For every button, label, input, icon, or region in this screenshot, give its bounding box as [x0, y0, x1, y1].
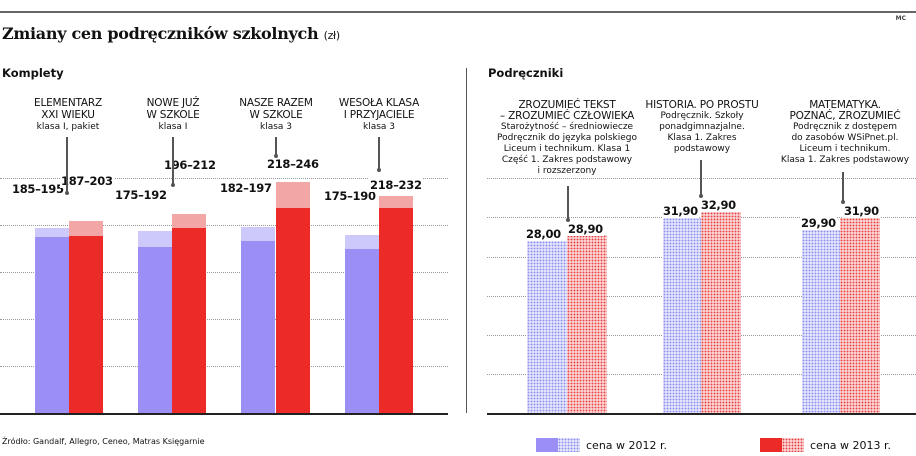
gridline: [0, 366, 448, 367]
label-name: XXI WIEKU: [41, 109, 95, 121]
label-sub: do zasobów WSiPnet.pl.: [791, 133, 899, 143]
label-name: WESOŁA KLASA: [338, 97, 420, 109]
label-sub: Liceum i technikum. Klasa 1: [503, 144, 631, 154]
legend-2012: cena w 2012 r.: [536, 438, 667, 452]
label-name: POZNAĆ, ZROZUMIEĆ: [789, 110, 901, 122]
value-label: 28,90: [567, 222, 604, 236]
gridline: [0, 225, 448, 226]
x-axis: [487, 413, 916, 415]
label-name: NOWE JUŻ: [146, 97, 200, 109]
category-label: ELEMENTARZ XXI WIEKU klasa I, pakiet: [18, 97, 118, 133]
books-chart: 28,00 28,90 31,90 32,90 29,90 31,90: [487, 140, 916, 416]
bar-2013-min: [69, 236, 103, 413]
bar-2012: [802, 230, 840, 413]
label-sub: Starożytność – średniowiecze: [500, 122, 634, 132]
gridline: [0, 319, 448, 320]
section-title-books: Podręczniki: [488, 66, 564, 80]
value-label: 29,90: [800, 216, 837, 230]
value-label: 185–195: [11, 182, 65, 196]
value-label: 175–192: [114, 188, 168, 202]
label-name: MATEMATYKA.: [809, 99, 881, 111]
value-label: 196–212: [163, 158, 217, 172]
legend-2013: cena w 2013 r.: [760, 438, 891, 452]
category-label: HISTORIA. PO PROSTU Podręcznik. Szkoły p…: [638, 100, 766, 155]
source-note: Źródło: Gandalf, Allegro, Ceneo, Matras …: [2, 437, 205, 446]
label-name: I PRZYJACIELE: [343, 109, 415, 121]
label-sub: Część 1. Zakres podstawowy: [501, 155, 633, 165]
value-label: 218–232: [369, 178, 423, 192]
value-label: 182–197: [219, 181, 273, 195]
chart-title: Zmiany cen podręczników szkolnych (zł): [2, 24, 340, 43]
value-label: 32,90: [700, 198, 737, 212]
leader-line: [376, 137, 380, 172]
category-label: NOWE JUŻ W SZKOLE klasa I: [128, 97, 218, 133]
leader-line: [698, 160, 702, 198]
legend-swatch-solid-blue: [536, 438, 558, 452]
leader-line: [170, 137, 174, 187]
section-title-sets: Komplety: [2, 66, 64, 80]
value-label: 218–246: [266, 157, 320, 171]
label-sub: klasa 3: [362, 122, 396, 132]
label-sub: i rozszerzony: [537, 166, 597, 176]
label-sub: klasa I: [158, 122, 188, 132]
label-sub: Podręcznik do języka polskiego: [497, 133, 637, 143]
bar-2012: [663, 218, 701, 413]
category-label: ZROZUMIEĆ TEKST – ZROZUMIEĆ CZŁOWIEKA St…: [478, 100, 656, 177]
label-sub: podstawowy: [673, 144, 731, 154]
label-sub: Podręcznik. Szkoły: [660, 111, 744, 121]
gridline: [0, 178, 448, 179]
label-sub: ponadgimnazjalne.: [659, 122, 745, 132]
panel-divider: [466, 68, 467, 413]
gridline: [0, 272, 448, 273]
author-credit: MC: [895, 15, 906, 22]
label-name: HISTORIA. PO PROSTU: [645, 99, 759, 111]
value-label: 187–203: [60, 174, 114, 188]
label-name: ELEMENTARZ: [34, 97, 102, 109]
label-name: W SZKOLE: [146, 109, 200, 121]
label-sub: klasa I, pakiet: [36, 122, 100, 132]
value-label: 31,90: [662, 204, 699, 218]
legend-swatch-dotted-blue: [558, 438, 580, 452]
value-label: 28,00: [525, 227, 562, 241]
bar-2012-min: [241, 241, 275, 413]
top-rule: [0, 11, 916, 13]
bar-2012-min: [345, 249, 379, 413]
bar-2013-min: [276, 208, 310, 413]
label-sub: Klasa 1. Zakres podstawowy: [780, 155, 910, 165]
title-text: Zmiany cen podręczników szkolnych: [2, 24, 319, 43]
value-label: 31,90: [843, 204, 880, 218]
gridline: [487, 178, 916, 179]
category-label: NASZE RAZEM W SZKOLE klasa 3: [226, 97, 326, 133]
bar-2012: [527, 241, 567, 413]
legend-label: cena w 2012 r.: [586, 438, 668, 452]
label-name: ZROZUMIEĆ TEKST: [518, 99, 616, 111]
x-axis: [0, 413, 448, 415]
label-sub: klasa 3: [259, 122, 293, 132]
label-sub: Podręcznik z dostępem: [792, 122, 898, 132]
leader-line: [565, 186, 569, 222]
legend-swatch-dotted-red: [782, 438, 804, 452]
label-sub: Klasa 1. Zakres: [667, 133, 737, 143]
label-sub: Liceum i technikum.: [799, 144, 891, 154]
bar-2013-min: [379, 208, 413, 413]
bar-2012-min: [35, 237, 69, 413]
legend-swatch-solid-red: [760, 438, 782, 452]
bar-2012-min: [138, 247, 172, 413]
leader-line: [840, 172, 844, 204]
title-unit: (zł): [323, 29, 341, 42]
category-label: MATEMATYKA. POZNAĆ, ZROZUMIEĆ Podręcznik…: [776, 100, 914, 166]
label-name: NASZE RAZEM: [239, 97, 313, 109]
category-label: WESOŁA KLASA I PRZYJACIELE klasa 3: [326, 97, 432, 133]
sets-chart: 185–195 187–203 175–192 196–212 182–197 …: [0, 157, 448, 416]
label-name: W SZKOLE: [249, 109, 303, 121]
label-name: – ZROZUMIEĆ CZŁOWIEKA: [499, 110, 635, 122]
leader-line: [273, 137, 277, 158]
bar-2013: [567, 235, 607, 413]
bar-2013-min: [172, 228, 206, 413]
leader-line: [64, 137, 68, 195]
value-label: 175–190: [323, 189, 377, 203]
bar-2013: [840, 218, 880, 413]
bar-2013: [701, 212, 741, 413]
legend-label: cena w 2013 r.: [810, 438, 892, 452]
